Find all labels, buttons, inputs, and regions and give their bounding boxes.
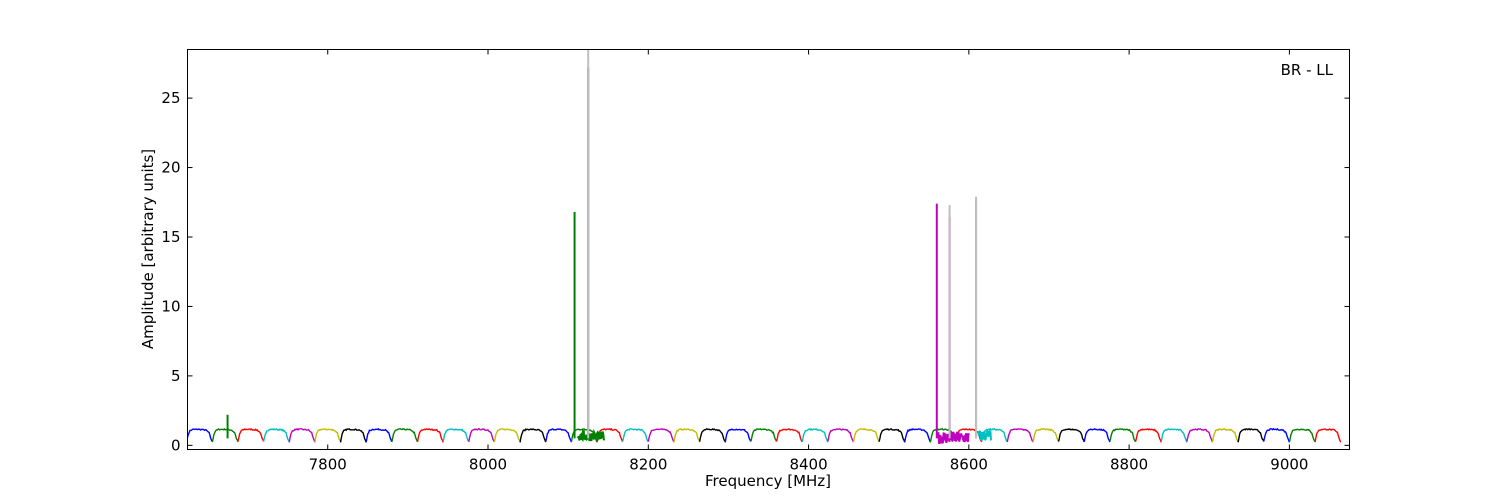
series-line xyxy=(750,428,778,442)
x-tick-label: 9000 xyxy=(1270,456,1308,474)
series-line xyxy=(904,428,932,443)
series-line xyxy=(1237,428,1265,443)
series-line xyxy=(493,428,521,443)
series-line xyxy=(1314,428,1342,443)
series-line xyxy=(442,428,470,442)
series-line xyxy=(673,427,701,443)
y-tick-label: 10 xyxy=(161,297,180,315)
series-line xyxy=(211,427,239,443)
series-line xyxy=(468,428,496,443)
series-line xyxy=(1211,428,1239,443)
series-line xyxy=(1083,427,1111,443)
plot-frame xyxy=(187,49,1350,450)
x-tick-label: 8200 xyxy=(629,456,667,474)
series-line xyxy=(1109,428,1137,443)
series-line xyxy=(1006,428,1034,443)
series-line xyxy=(878,427,906,443)
series-line xyxy=(775,428,803,443)
series-line xyxy=(801,427,829,443)
y-axis: 0 5 10 15 20 25 xyxy=(161,89,1350,454)
series-line xyxy=(596,427,624,443)
noise-segment xyxy=(577,427,606,443)
y-tick-label: 25 xyxy=(161,89,180,107)
x-tick-label: 8800 xyxy=(1110,456,1148,474)
series-line xyxy=(1263,427,1291,443)
series-line xyxy=(519,428,547,443)
chart-annotation: BR - LL xyxy=(1281,61,1334,79)
series-line xyxy=(262,427,290,443)
series-line xyxy=(545,428,573,443)
y-tick-label: 15 xyxy=(161,228,180,246)
x-tick-label: 8600 xyxy=(950,456,988,474)
series-line xyxy=(237,428,265,442)
noise-segment xyxy=(937,431,970,445)
series-line xyxy=(647,428,675,443)
series-line xyxy=(1057,428,1085,443)
plot-area xyxy=(187,49,1342,445)
series-line xyxy=(1160,428,1188,443)
series-line xyxy=(339,428,367,443)
series-line xyxy=(827,428,855,443)
series-line xyxy=(955,428,983,443)
series-line xyxy=(1032,428,1060,443)
series-line xyxy=(724,428,752,443)
y-tick-label: 20 xyxy=(161,159,180,177)
x-axis: 7800 8000 8200 8400 8600 8800 9000 xyxy=(309,49,1308,474)
series-line xyxy=(1288,428,1316,443)
x-tick-label: 7800 xyxy=(309,456,347,474)
series-group xyxy=(187,49,1342,445)
series-line xyxy=(365,427,393,443)
noise-segment xyxy=(977,428,993,441)
series-line xyxy=(416,428,444,443)
series-line xyxy=(1134,428,1162,443)
series-line xyxy=(621,428,649,443)
series-line xyxy=(187,428,213,442)
series-line xyxy=(980,427,1008,443)
y-axis-label: Amplitude [arbitrary units] xyxy=(139,149,157,349)
y-tick-label: 0 xyxy=(171,436,181,454)
x-axis-label: Frequency [MHz] xyxy=(705,472,831,490)
series-line xyxy=(314,428,342,443)
y-tick-label: 5 xyxy=(171,367,181,385)
x-tick-label: 8000 xyxy=(469,456,507,474)
series-line xyxy=(698,427,726,442)
series-line xyxy=(1186,428,1214,443)
series-line xyxy=(391,428,419,443)
series-line xyxy=(288,428,316,443)
series-line xyxy=(852,428,880,443)
x-tick-label: 8400 xyxy=(789,456,827,474)
